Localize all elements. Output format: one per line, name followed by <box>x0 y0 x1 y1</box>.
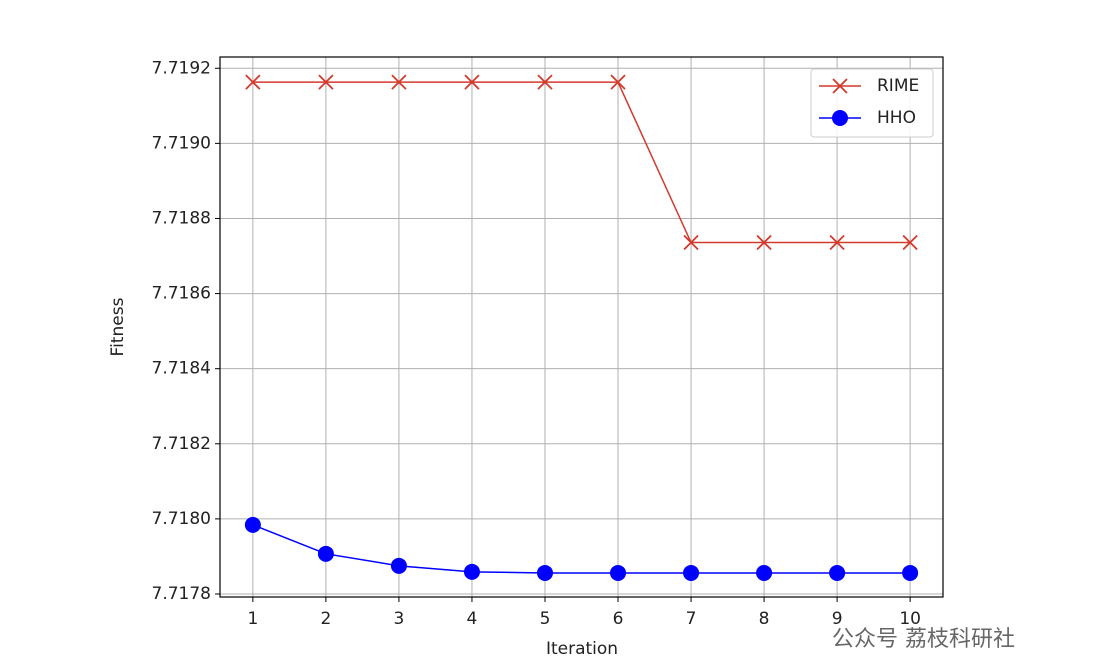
legend-marker <box>832 78 848 94</box>
marker <box>537 74 553 90</box>
marker <box>463 563 480 580</box>
x-tick-label: 6 <box>613 609 624 629</box>
x-axis-label: Iteration <box>546 639 618 659</box>
legend-marker <box>832 110 848 126</box>
y-tick-label: 7.7188 <box>152 208 211 228</box>
legend-label: HHO <box>877 108 916 128</box>
marker <box>756 234 772 251</box>
series-line <box>252 81 911 244</box>
series-line <box>252 524 911 574</box>
x-tick-label: 4 <box>467 609 478 629</box>
marker <box>756 564 773 581</box>
y-axis-label: Fitness <box>108 297 128 356</box>
watermark: 公众号 荔枝科研社 <box>832 627 1015 652</box>
marker <box>902 564 919 581</box>
x-tick-label: 7 <box>686 609 697 629</box>
marker <box>610 74 626 90</box>
y-tick-label: 7.7192 <box>152 58 211 78</box>
marker <box>610 564 627 581</box>
y-tick-label: 7.7180 <box>152 509 211 529</box>
x-tick-label: 9 <box>832 609 843 629</box>
x-tick-label: 10 <box>899 609 921 629</box>
x-tick-label: 3 <box>394 609 405 629</box>
y-tick-label: 7.7186 <box>152 284 211 304</box>
marker <box>390 557 407 574</box>
marker <box>683 564 700 581</box>
marker <box>317 545 334 562</box>
y-tick-label: 7.7184 <box>152 359 211 379</box>
marker <box>391 74 407 90</box>
marker <box>244 516 261 533</box>
marker <box>318 74 334 90</box>
marker <box>245 74 261 90</box>
plot-frame <box>219 56 944 598</box>
marker <box>464 74 480 90</box>
legend-label: RIME <box>877 76 919 96</box>
x-tick-label: 5 <box>540 609 551 629</box>
marker <box>536 564 553 581</box>
marker <box>829 564 846 581</box>
y-tick-label: 7.7178 <box>152 584 211 604</box>
x-tick-label: 8 <box>759 609 770 629</box>
x-tick-label: 2 <box>320 609 331 629</box>
y-tick-label: 7.7182 <box>152 434 211 454</box>
marker <box>829 234 845 251</box>
marker <box>902 234 918 251</box>
x-tick-label: 1 <box>247 609 258 629</box>
y-tick-label: 7.7190 <box>152 133 211 153</box>
marker <box>683 234 699 251</box>
